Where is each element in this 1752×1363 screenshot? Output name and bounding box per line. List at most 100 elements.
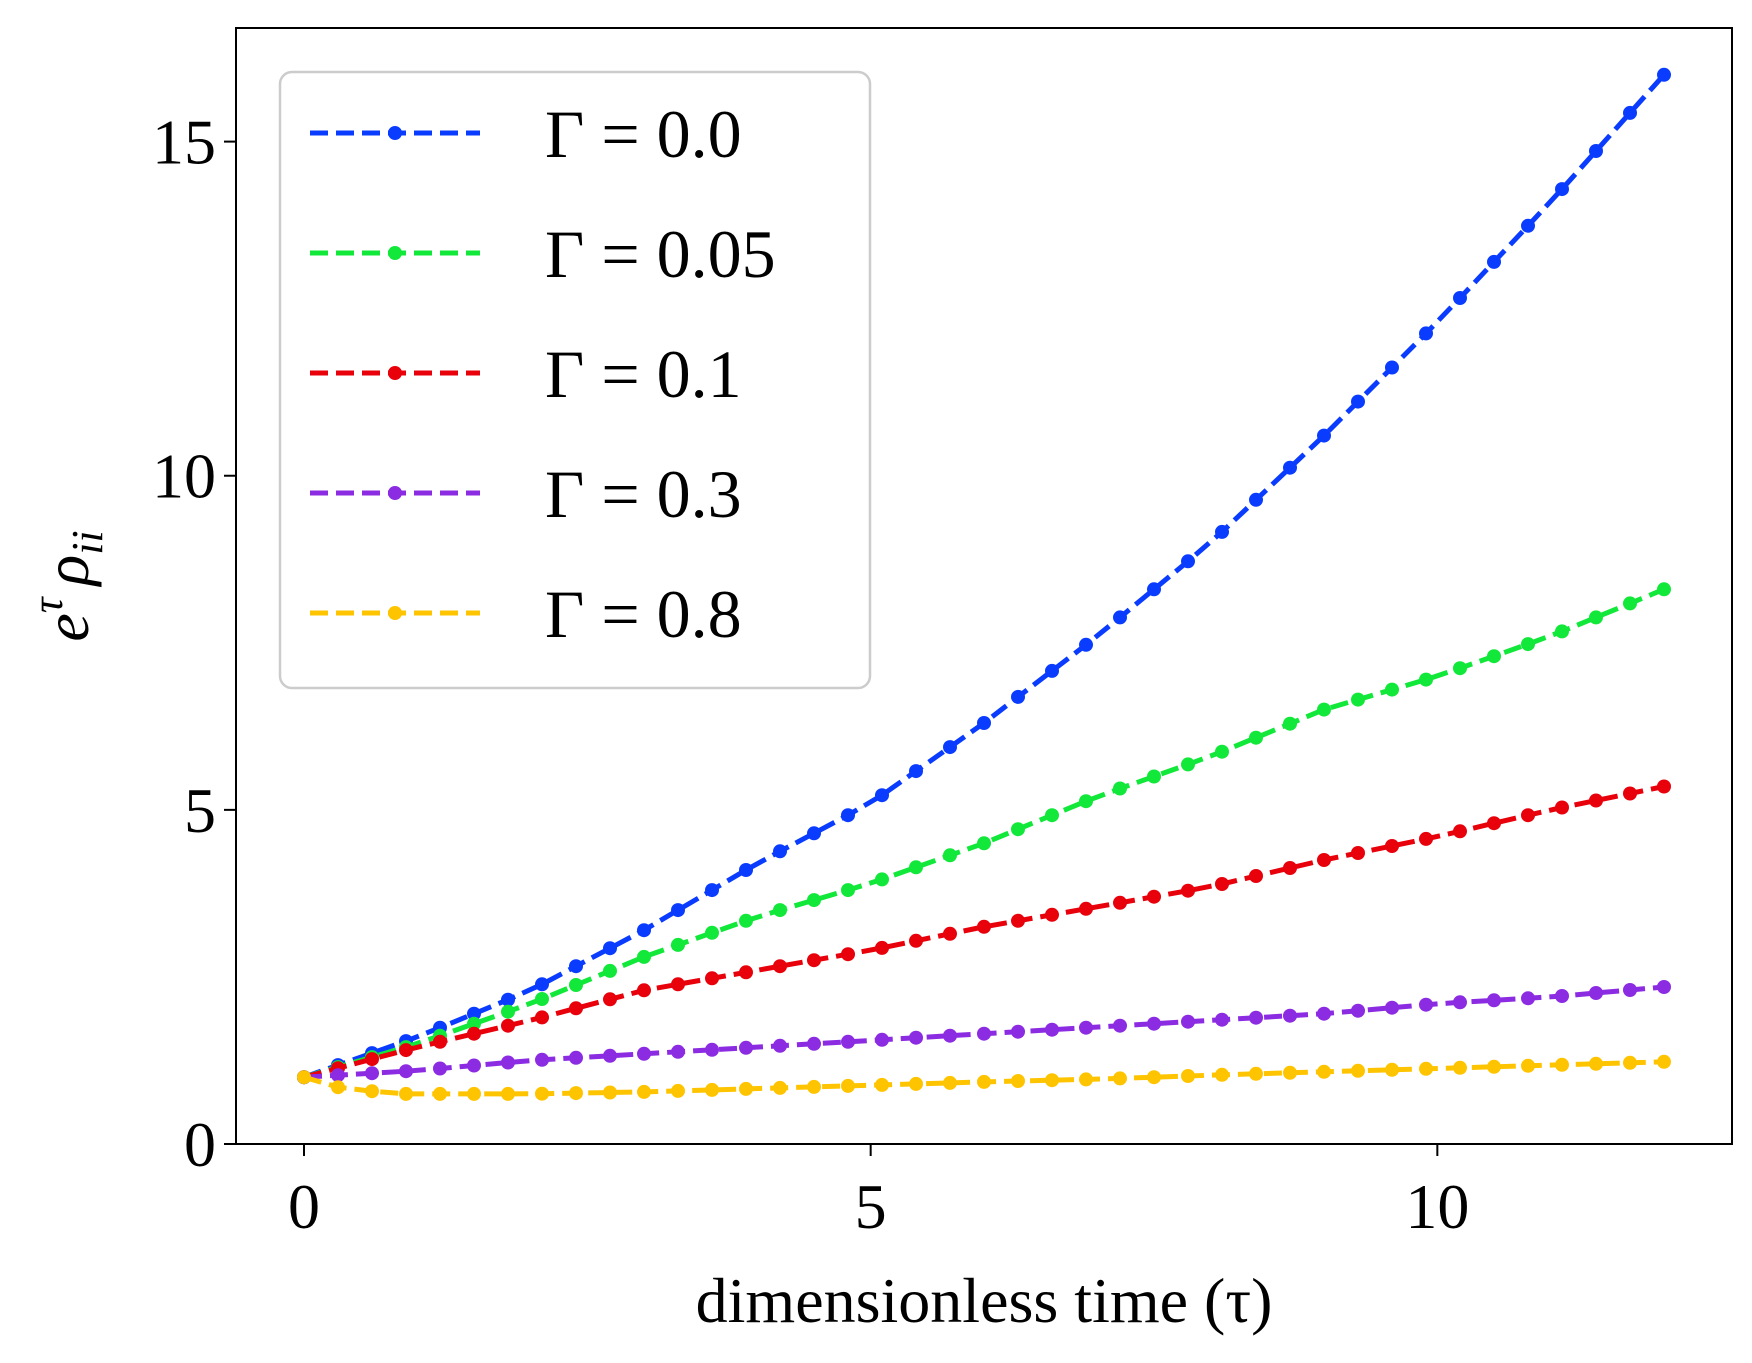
data-point — [1045, 907, 1059, 922]
data-point — [399, 1064, 413, 1079]
legend-label: Γ = 0.3 — [545, 456, 742, 532]
data-point — [1045, 663, 1059, 678]
data-point — [1351, 1063, 1365, 1078]
data-point — [1283, 1065, 1297, 1080]
data-point — [875, 872, 889, 887]
data-point — [1113, 1018, 1127, 1033]
y-axis-label-base: e — [31, 613, 102, 641]
data-point — [909, 933, 923, 948]
data-point — [331, 1068, 345, 1083]
data-point — [1657, 980, 1671, 994]
data-point — [1487, 1059, 1501, 1074]
data-point — [467, 1006, 481, 1021]
data-point — [535, 1010, 549, 1025]
data-point — [671, 977, 685, 992]
plot-area — [297, 67, 1671, 1101]
data-point — [1385, 1000, 1399, 1015]
data-point — [1215, 524, 1229, 539]
data-point — [1589, 610, 1603, 625]
data-point — [739, 913, 753, 928]
data-point — [841, 947, 855, 962]
data-point — [1419, 997, 1433, 1012]
data-point — [807, 953, 821, 968]
data-point — [1215, 877, 1229, 891]
data-point — [1487, 816, 1501, 831]
data-point — [1521, 218, 1535, 233]
data-point — [1249, 1066, 1263, 1081]
data-point — [1453, 995, 1467, 1010]
data-point — [1011, 822, 1025, 837]
data-point — [773, 844, 787, 859]
data-point — [705, 971, 719, 986]
data-point — [1215, 1012, 1229, 1027]
data-point — [1453, 291, 1467, 305]
data-point — [1011, 913, 1025, 928]
data-point — [535, 1086, 549, 1101]
data-point — [739, 863, 753, 877]
data-point — [603, 963, 617, 978]
data-point — [1181, 554, 1195, 569]
data-point — [1453, 661, 1467, 676]
data-point — [1419, 831, 1433, 846]
data-point — [399, 1086, 413, 1101]
data-point — [1113, 1071, 1127, 1086]
data-point — [705, 1082, 719, 1097]
data-point — [433, 1086, 447, 1101]
data-point — [705, 925, 719, 940]
x-tick-label: 10 — [1405, 1171, 1469, 1242]
data-point — [977, 836, 991, 851]
y-tick-label: 0 — [184, 1109, 216, 1180]
data-point — [603, 992, 617, 1007]
data-point — [433, 1034, 447, 1049]
data-point — [1045, 808, 1059, 823]
data-point — [1249, 492, 1263, 507]
data-point — [1657, 67, 1671, 82]
data-point — [1147, 1016, 1161, 1031]
legend-marker — [388, 126, 402, 140]
data-point — [1317, 853, 1331, 867]
data-point — [535, 977, 549, 992]
data-point — [1045, 1022, 1059, 1037]
data-point — [1555, 182, 1569, 197]
data-point — [841, 1078, 855, 1093]
data-point — [909, 1030, 923, 1045]
data-point — [603, 1085, 617, 1100]
data-point — [501, 1018, 515, 1033]
data-point — [1215, 744, 1229, 759]
legend-item: Γ = 0.0 — [310, 96, 742, 172]
legend-marker — [388, 366, 402, 380]
data-point — [977, 1026, 991, 1041]
data-point — [671, 937, 685, 952]
data-point — [1589, 1056, 1603, 1071]
y-axis-label-sup: τ — [23, 595, 72, 613]
data-point — [909, 764, 923, 779]
data-point — [1181, 1014, 1195, 1029]
data-point — [875, 1032, 889, 1047]
data-point — [1419, 672, 1433, 687]
data-point — [807, 1036, 821, 1051]
x-axis: 0 5 10 — [288, 1144, 1469, 1242]
data-point — [943, 848, 957, 863]
data-point — [1351, 846, 1365, 860]
data-point — [739, 965, 753, 980]
data-point — [467, 1086, 481, 1101]
data-point — [1283, 1008, 1297, 1023]
data-point — [1317, 1064, 1331, 1079]
data-point — [1623, 1055, 1637, 1070]
legend-item: Γ = 0.3 — [310, 456, 742, 532]
data-point — [909, 1076, 923, 1091]
data-point — [1215, 1067, 1229, 1082]
data-point — [739, 1081, 753, 1096]
data-point — [1011, 1074, 1025, 1088]
data-point — [1419, 326, 1433, 341]
data-point — [569, 959, 583, 974]
data-point — [875, 940, 889, 955]
legend: Γ = 0.0 Γ = 0.05 Γ = 0.1 Γ = 0.3 Γ = 0.8 — [278, 70, 872, 690]
data-point — [1385, 1062, 1399, 1077]
data-point — [671, 1083, 685, 1098]
data-point — [1283, 460, 1297, 475]
data-point — [1249, 869, 1263, 883]
data-point — [467, 1026, 481, 1041]
data-point — [671, 903, 685, 918]
